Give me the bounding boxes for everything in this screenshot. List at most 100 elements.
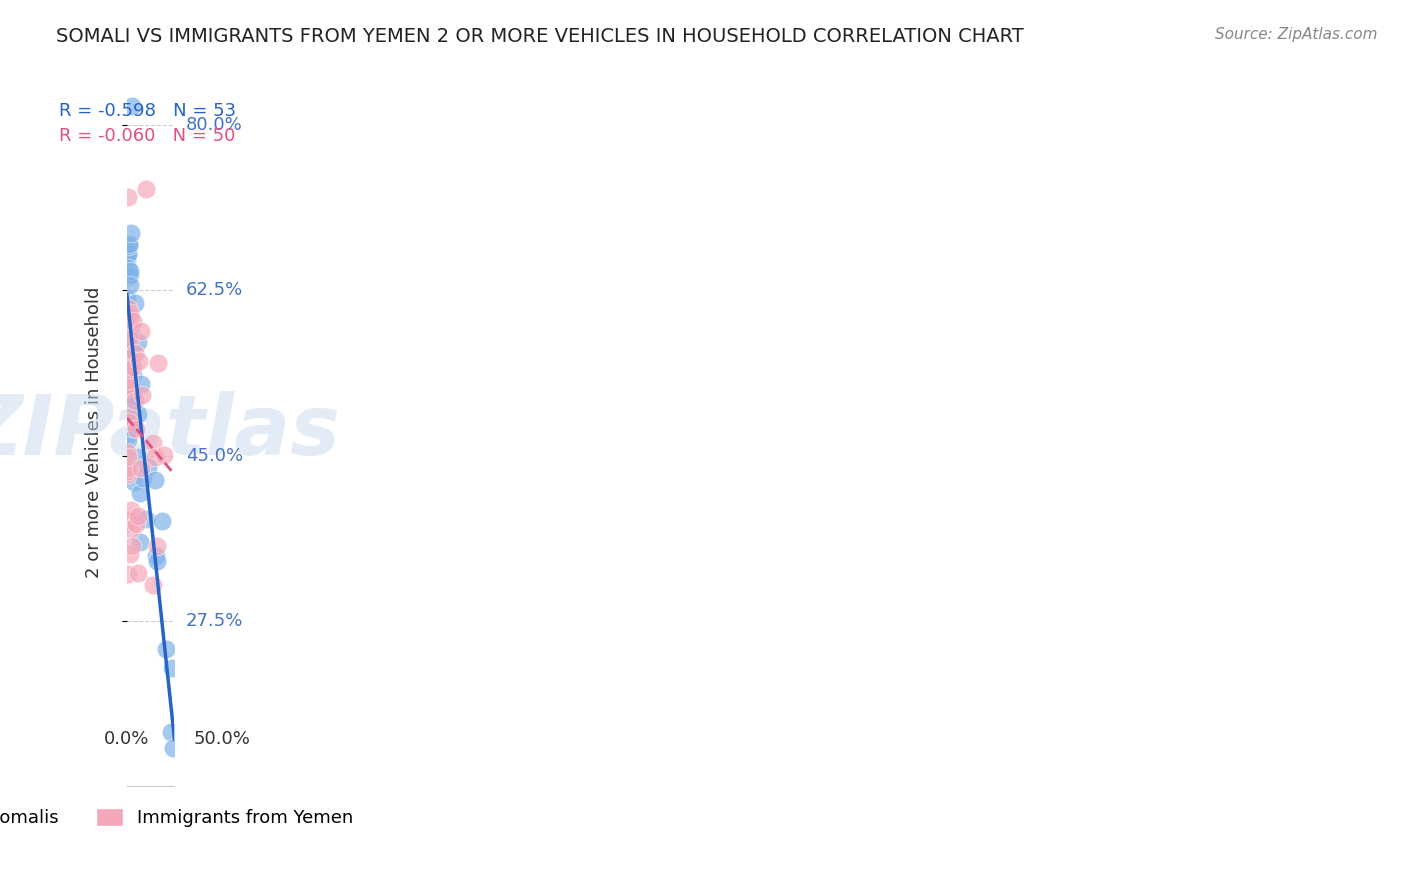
Point <box>118 547 141 561</box>
Point <box>146 554 169 568</box>
Point <box>150 514 173 528</box>
Point <box>117 450 139 464</box>
Point <box>120 343 142 358</box>
Point <box>148 356 170 370</box>
Point <box>120 264 142 278</box>
Text: 62.5%: 62.5% <box>186 281 243 299</box>
Point <box>120 333 142 347</box>
Point <box>117 261 139 276</box>
Point <box>120 416 142 430</box>
Point <box>120 503 142 517</box>
Point <box>122 314 145 328</box>
Point <box>132 471 155 485</box>
Point <box>118 316 141 330</box>
Point <box>117 252 139 266</box>
Point <box>115 379 138 393</box>
Point <box>122 475 145 489</box>
Point <box>118 513 141 527</box>
Point <box>117 239 139 253</box>
Point <box>117 318 139 332</box>
Point <box>129 460 152 475</box>
Point <box>117 332 139 346</box>
Point <box>124 394 146 409</box>
Point <box>121 99 143 113</box>
Point <box>117 399 139 413</box>
Point <box>128 353 150 368</box>
Point <box>124 296 146 310</box>
Point <box>117 247 139 261</box>
Point <box>124 345 146 359</box>
Point <box>117 566 139 581</box>
Text: 45.0%: 45.0% <box>186 447 243 465</box>
Point <box>117 380 139 394</box>
Point <box>145 549 167 564</box>
Point <box>117 377 139 392</box>
Point <box>135 182 157 196</box>
Point <box>135 512 157 526</box>
Point <box>117 366 139 380</box>
Point <box>125 517 148 532</box>
Point <box>117 301 139 316</box>
Legend: Somalis, Immigrants from Yemen: Somalis, Immigrants from Yemen <box>0 800 361 834</box>
Point <box>115 465 138 479</box>
Point <box>162 741 184 756</box>
Point <box>117 414 139 428</box>
Point <box>115 516 138 531</box>
Point <box>117 464 139 478</box>
Point <box>120 522 142 536</box>
Point <box>118 268 141 283</box>
Point <box>127 509 149 524</box>
Point <box>115 291 138 305</box>
Point <box>118 415 141 429</box>
Point <box>117 461 139 475</box>
Point <box>118 237 141 252</box>
Point <box>117 334 139 349</box>
Point <box>117 247 139 261</box>
Point <box>120 306 142 320</box>
Point <box>120 226 142 240</box>
Point <box>127 407 149 421</box>
Text: R = -0.598   N = 53: R = -0.598 N = 53 <box>59 103 236 120</box>
Y-axis label: 2 or more Vehicles in Household: 2 or more Vehicles in Household <box>86 286 103 578</box>
Point <box>142 436 165 450</box>
Point <box>118 310 141 324</box>
Point <box>160 724 183 739</box>
Point <box>136 460 159 475</box>
Point <box>117 445 139 459</box>
Point <box>143 450 166 464</box>
Point <box>117 303 139 318</box>
Text: Source: ZipAtlas.com: Source: ZipAtlas.com <box>1215 27 1378 42</box>
Text: 0.0%: 0.0% <box>104 730 149 747</box>
Point <box>122 368 145 382</box>
Text: 50.0%: 50.0% <box>194 730 250 747</box>
Point <box>115 429 138 443</box>
Point <box>117 467 139 481</box>
Point <box>146 539 169 553</box>
Point <box>117 514 139 528</box>
Point <box>115 242 138 256</box>
Point <box>118 308 141 322</box>
Text: 27.5%: 27.5% <box>186 612 243 630</box>
Point <box>143 473 166 487</box>
Point <box>121 540 143 554</box>
Point <box>153 448 176 462</box>
Point <box>118 395 141 409</box>
Point <box>127 450 149 464</box>
Point <box>117 434 139 448</box>
Point <box>129 324 152 338</box>
Point <box>120 278 142 293</box>
Point <box>115 385 138 400</box>
Point <box>117 371 139 385</box>
Text: 80.0%: 80.0% <box>186 116 242 134</box>
Point <box>118 351 141 365</box>
Text: R = -0.060   N = 50: R = -0.060 N = 50 <box>59 127 236 145</box>
Point <box>120 320 142 334</box>
Point <box>118 409 141 424</box>
Point <box>121 421 143 435</box>
Point <box>117 352 139 367</box>
Point <box>128 534 150 549</box>
Point <box>127 335 149 350</box>
Point <box>129 377 152 392</box>
Point <box>121 360 143 375</box>
Point <box>117 269 139 284</box>
